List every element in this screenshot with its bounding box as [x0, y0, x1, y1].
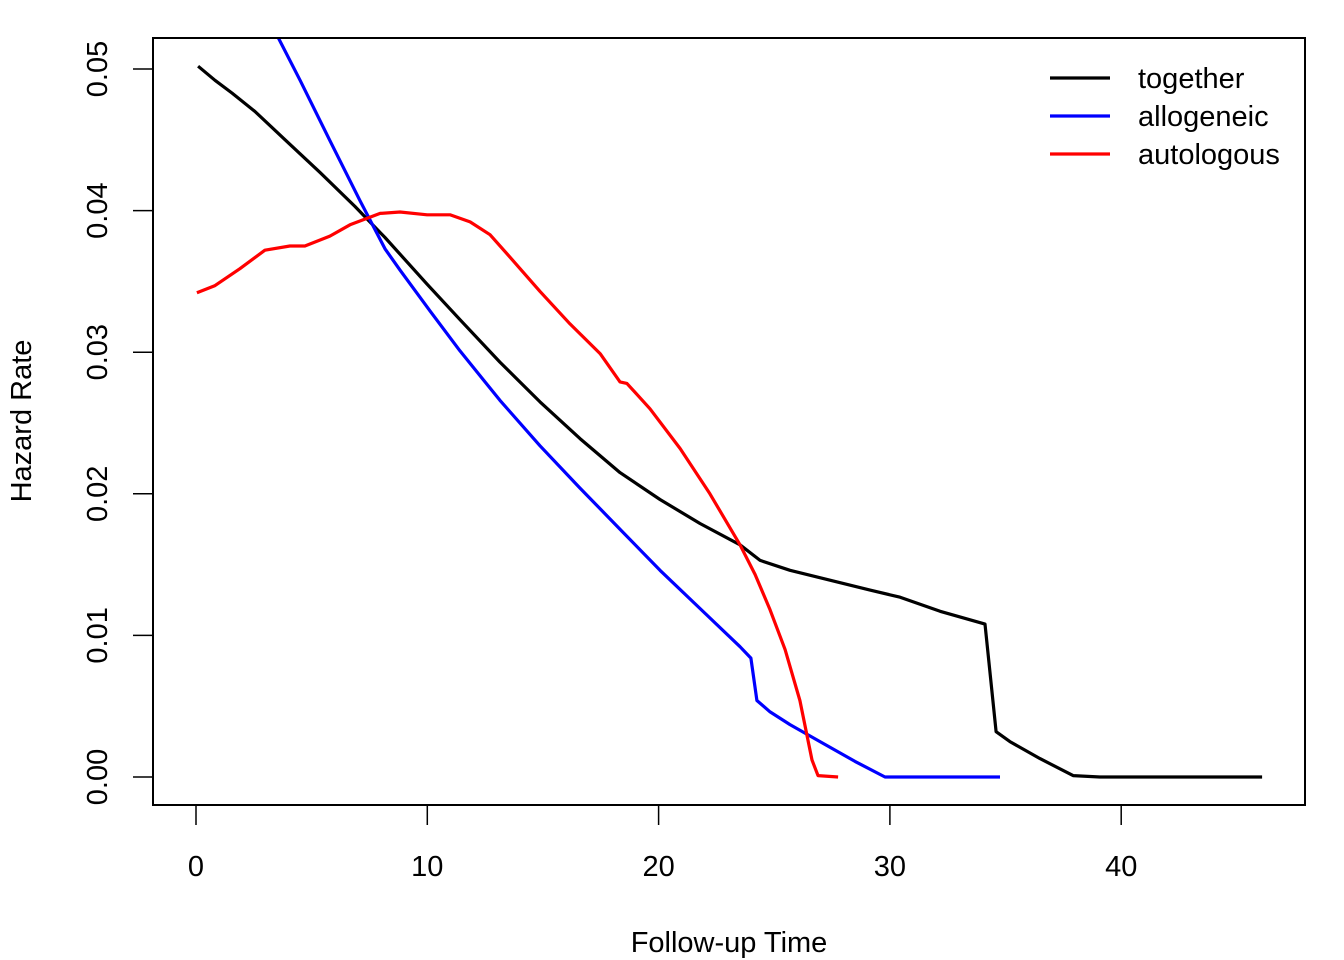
x-tick-label: 20: [642, 851, 674, 883]
x-axis-title: Follow-up Time: [631, 927, 828, 959]
x-axis: 0 10 20 30 40: [188, 805, 1137, 883]
series-layer: [196, 39, 1263, 779]
series-line-allogeneic: [277, 39, 1000, 779]
y-tick-label: 0.05: [82, 41, 114, 97]
x-tick-label: 0: [188, 851, 204, 883]
y-tick-label: 0.02: [82, 466, 114, 522]
series-line-autologous: [196, 210, 839, 779]
y-axis-title: Hazard Rate: [6, 340, 38, 503]
y-tick-label: 0.01: [82, 607, 114, 663]
y-tick-label: 0.04: [82, 182, 114, 238]
plot-frame: [152, 37, 1306, 806]
legend: together allogeneic autologous: [1050, 63, 1280, 171]
x-tick-label: 10: [411, 851, 443, 883]
legend-label-autologous: autologous: [1138, 139, 1280, 171]
y-axis: 0.00 0.01 0.02 0.03 0.04 0.05: [82, 41, 153, 805]
series-line-together: [197, 64, 1263, 779]
x-tick-label: 40: [1105, 851, 1137, 883]
x-tick-label: 30: [874, 851, 906, 883]
legend-label-together: together: [1138, 63, 1245, 95]
legend-label-allogeneic: allogeneic: [1138, 101, 1269, 133]
y-tick-label: 0.00: [82, 749, 114, 805]
y-tick-label: 0.03: [82, 324, 114, 380]
